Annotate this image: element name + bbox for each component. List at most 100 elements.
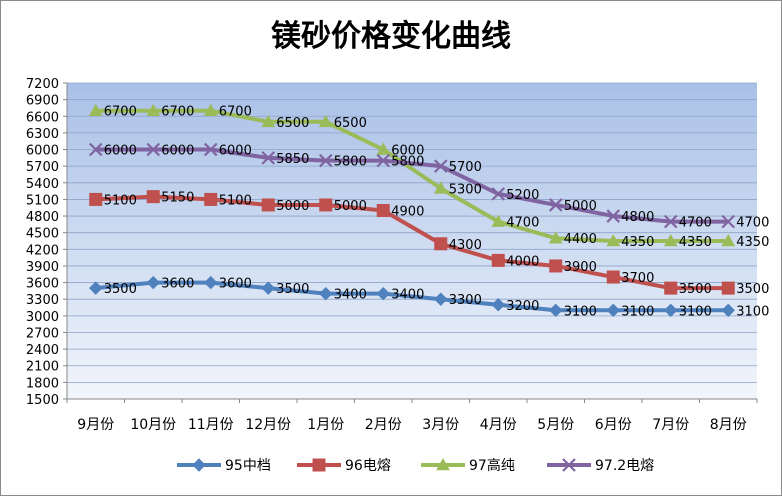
data-point <box>433 159 448 173</box>
data-label: 3100 <box>564 304 597 319</box>
data-point <box>664 281 678 295</box>
data-labels: 3500 3600 3600 3500 3400 3400 3300 3200 3100 3100… <box>104 105 770 320</box>
data-label: 5850 <box>276 152 309 167</box>
data-label: 3100 <box>679 304 712 319</box>
data-label: 4900 <box>391 205 424 220</box>
data-point <box>549 303 563 318</box>
data-point <box>606 233 621 247</box>
x-tick-label: 7月份 <box>652 417 689 433</box>
data-label: 4800 <box>621 210 654 225</box>
chart-title: 镁砂价格变化曲线 <box>271 19 511 54</box>
legend-item: 97高纯 <box>421 457 515 474</box>
data-label: 6000 <box>104 144 137 159</box>
series-line <box>95 194 729 291</box>
data-label: 3200 <box>506 299 539 314</box>
data-point <box>88 142 103 157</box>
data-label: 3700 <box>621 271 654 286</box>
data-label: 4400 <box>564 232 597 247</box>
legend-label: 96电熔 <box>345 458 391 474</box>
data-label: 3500 <box>736 282 769 297</box>
y-tick-label: 6000 <box>26 144 59 159</box>
data-point <box>491 187 506 201</box>
data-point <box>721 233 736 247</box>
data-label: 6500 <box>334 116 367 131</box>
data-label: 6700 <box>104 105 137 120</box>
data-point <box>433 181 448 194</box>
data-point <box>721 214 736 229</box>
legend-item: 95中档 <box>177 458 271 474</box>
data-point <box>261 281 275 295</box>
data-label: 4700 <box>679 216 712 231</box>
data-label: 4350 <box>736 235 769 250</box>
data-label: 3400 <box>391 288 424 303</box>
x-tick-label: 5月份 <box>537 417 574 433</box>
y-tick-label: 4800 <box>26 210 59 225</box>
data-label: 5300 <box>449 182 482 197</box>
data-point <box>376 286 390 301</box>
y-tick-label: 4200 <box>26 243 59 258</box>
data-point <box>204 275 218 290</box>
data-label: 6000 <box>391 144 424 159</box>
data-point <box>376 204 390 218</box>
data-label: 5000 <box>564 199 597 214</box>
data-label: 3100 <box>736 304 769 319</box>
data-label: 3300 <box>449 293 482 308</box>
data-point <box>88 103 103 117</box>
data-label: 6500 <box>276 116 309 131</box>
x-tick-label: 2月份 <box>365 417 402 433</box>
data-label: 5800 <box>391 155 424 170</box>
data-label: 3600 <box>219 277 252 292</box>
data-point <box>89 192 103 206</box>
data-label: 6700 <box>161 105 194 120</box>
data-point <box>376 153 391 168</box>
series-group <box>88 103 736 318</box>
data-point <box>664 303 678 318</box>
data-label: 6000 <box>219 144 252 159</box>
x-axis: 9月份 10月份 11月份 12月份 1月份 2月份 3月份 4月份 5月份 6月份 7月份 8月份 <box>66 398 758 433</box>
legend-item: 96电熔 <box>297 458 391 474</box>
data-label: 3900 <box>564 260 597 275</box>
x-tick-label: 1月份 <box>307 417 344 433</box>
y-tick-label: 5700 <box>26 160 59 175</box>
data-point <box>548 198 563 212</box>
legend-item: 97.2电熔 <box>547 458 654 474</box>
data-point <box>491 214 506 227</box>
data-label: 5700 <box>449 160 482 175</box>
data-point <box>318 153 333 168</box>
data-point <box>192 458 206 472</box>
y-tick-label: 6600 <box>26 110 59 125</box>
y-tick-label: 3300 <box>26 293 59 308</box>
data-label: 5100 <box>219 193 252 208</box>
data-point <box>146 275 160 290</box>
data-point <box>146 103 161 117</box>
data-point <box>376 142 391 155</box>
data-label: 5200 <box>506 188 539 203</box>
data-point <box>562 458 576 472</box>
data-label: 3500 <box>104 282 137 297</box>
data-point <box>312 458 326 472</box>
data-point <box>606 209 621 223</box>
y-tick-label: 3000 <box>26 310 59 325</box>
x-tick-label: 11月份 <box>188 417 234 433</box>
data-point <box>549 259 563 273</box>
data-point <box>319 198 333 212</box>
y-tick-label: 7200 <box>26 77 59 92</box>
data-point <box>203 103 218 117</box>
y-tick-label: 1800 <box>26 376 59 391</box>
data-label: 3400 <box>334 288 367 303</box>
data-label: 5150 <box>161 191 194 206</box>
x-tick-label: 12月份 <box>245 417 291 433</box>
data-point <box>261 198 275 212</box>
data-point <box>204 192 218 206</box>
data-point <box>491 298 505 312</box>
x-tick-label: 3月份 <box>422 417 459 433</box>
y-axis: 1500180021002400270030003300360039004200… <box>26 77 68 408</box>
data-point <box>146 142 161 157</box>
data-label: 5000 <box>334 199 367 214</box>
data-label: 4000 <box>506 254 539 269</box>
data-point <box>663 233 678 247</box>
series-line <box>95 108 729 243</box>
x-tick-label: 4月份 <box>480 417 517 433</box>
data-label: 4700 <box>506 216 539 231</box>
